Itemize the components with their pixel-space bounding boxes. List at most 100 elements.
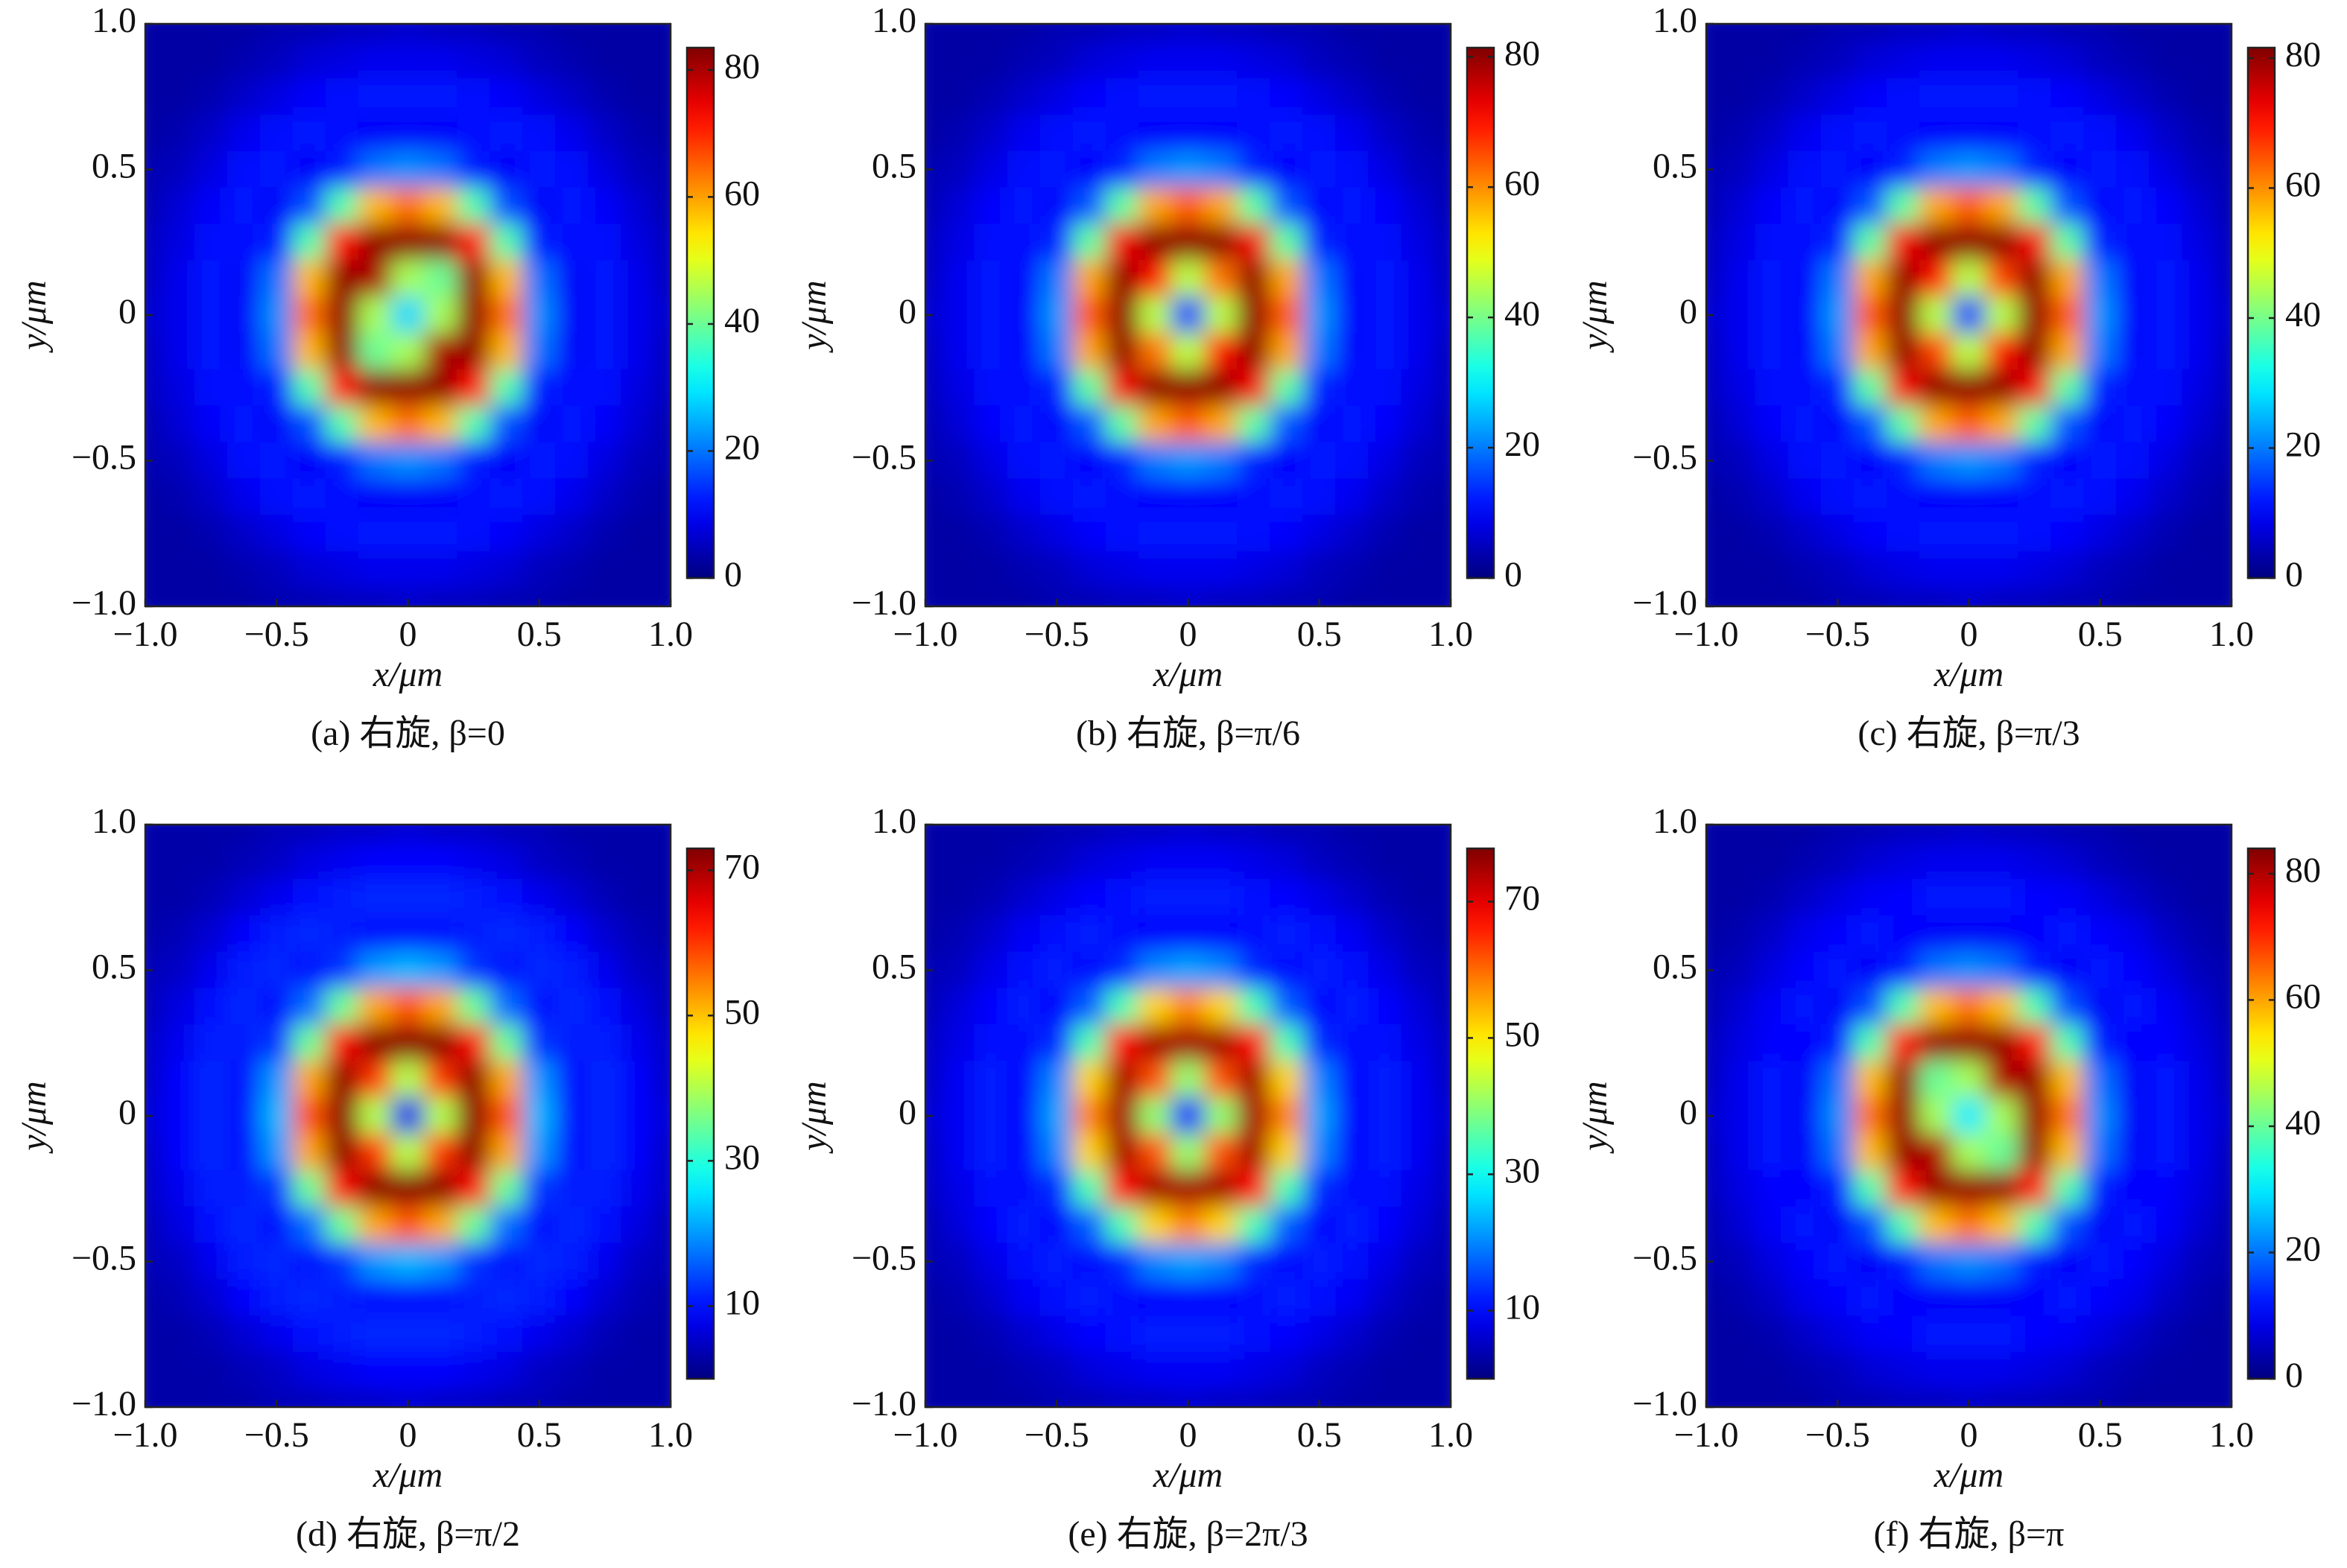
heatmap-cell	[941, 405, 975, 443]
heatmap-cell	[325, 825, 359, 843]
heatmap-cell	[1007, 405, 1041, 443]
panel-caption: (e) 右旋, β=2π/3	[1068, 1514, 1308, 1554]
heatmap-cell	[1853, 405, 1887, 443]
heatmap-cell	[1787, 77, 1822, 115]
heatmap-cell	[621, 442, 655, 480]
heatmap-cell	[2149, 1315, 2183, 1353]
heatmap-cell	[1886, 878, 1920, 916]
heatmap-cell	[1985, 405, 2019, 443]
heatmap-cell	[1755, 223, 1789, 261]
heatmap-cell	[1072, 369, 1106, 407]
heatmap-cell	[1072, 1206, 1106, 1244]
heatmap-cell	[1237, 842, 1271, 880]
heatmap-cell	[2018, 1206, 2052, 1244]
colorbar-tick-label: 60	[2285, 165, 2321, 204]
heatmap-cell	[1007, 114, 1041, 152]
heatmap-cell	[1820, 1169, 1855, 1207]
heatmap-cell	[1237, 150, 1271, 188]
heatmap-cell	[2214, 405, 2232, 443]
heatmap-cell	[161, 1279, 195, 1317]
heatmap-cell	[1401, 551, 1435, 589]
heatmap-cell	[2182, 41, 2216, 79]
heatmap-cell	[145, 951, 162, 989]
heatmap-cell	[1820, 1279, 1855, 1317]
heatmap-cell	[974, 878, 1008, 916]
heatmap-cell	[621, 1352, 655, 1390]
heatmap-cell	[1755, 515, 1789, 553]
heatmap-cell	[457, 24, 491, 42]
heatmap-cell	[390, 1242, 425, 1280]
heatmap-cell	[1985, 878, 2019, 916]
heatmap-cell	[292, 1242, 326, 1280]
heatmap-cell	[1138, 1097, 1172, 1134]
heatmap-cell	[1787, 405, 1822, 443]
heatmap-cell	[1039, 24, 1074, 42]
heatmap-cell	[2182, 442, 2216, 480]
heatmap-cell	[292, 332, 326, 370]
x-tick-label: 0.5	[517, 1415, 562, 1455]
heatmap-cell	[2182, 223, 2216, 261]
heatmap-cell	[1401, 24, 1435, 42]
heatmap-cell	[2116, 150, 2150, 188]
heatmap-cell	[1171, 442, 1206, 480]
heatmap-cell	[390, 1315, 425, 1353]
heatmap-cell	[974, 114, 1008, 152]
heatmap-cell	[161, 1024, 195, 1062]
heatmap-cell	[1722, 1169, 1756, 1207]
heatmap-cell	[145, 41, 162, 79]
heatmap-cell	[1853, 1024, 1887, 1062]
heatmap-cell	[1039, 1279, 1074, 1317]
heatmap-cell	[390, 77, 425, 115]
colorbar-tick-label: 80	[2285, 35, 2321, 74]
heatmap-cell	[1270, 478, 1304, 516]
heatmap-cell	[194, 1279, 228, 1317]
heatmap-cell	[588, 1097, 622, 1134]
heatmap-cell	[2018, 951, 2052, 989]
heatmap-cell	[1951, 442, 1986, 480]
heatmap-cell	[2149, 1024, 2183, 1062]
y-tick-label: −0.5	[1632, 438, 1697, 477]
y-tick-label: 0	[118, 1093, 136, 1132]
heatmap-cell	[1401, 515, 1435, 553]
heatmap-cell	[390, 915, 425, 953]
heatmap-cell	[1039, 515, 1074, 553]
heatmap-cell	[2050, 878, 2085, 916]
heatmap-cell	[1105, 1315, 1139, 1353]
heatmap-cell	[1706, 332, 1723, 370]
heatmap-cell	[1951, 77, 1986, 115]
heatmap-cell	[1368, 150, 1402, 188]
heatmap-cell	[1401, 1024, 1435, 1062]
heatmap-cell	[1853, 825, 1887, 843]
heatmap-cell	[194, 878, 228, 916]
heatmap-cell	[1985, 588, 2019, 606]
heatmap-cell	[1434, 951, 1451, 989]
heatmap-cell	[2182, 1279, 2216, 1317]
heatmap-cell	[194, 1206, 228, 1244]
heatmap-cell	[925, 332, 943, 370]
heatmap-cell	[1171, 77, 1206, 115]
heatmap-cell	[1171, 260, 1206, 298]
heatmap-cell	[588, 1352, 622, 1390]
heatmap-cell	[1171, 150, 1206, 188]
y-tick-label: −0.5	[72, 1239, 136, 1278]
heatmap-cell	[1237, 1352, 1271, 1390]
heatmap-cell	[490, 442, 524, 480]
heatmap-cell	[259, 1133, 294, 1171]
heatmap-cell	[424, 223, 458, 261]
heatmap-cell	[2182, 878, 2216, 916]
heatmap-cell	[555, 588, 589, 606]
heatmap-cell	[1368, 442, 1402, 480]
heatmap-cell	[1820, 187, 1855, 225]
heatmap-cell	[1368, 114, 1402, 152]
heatmap-cell	[292, 150, 326, 188]
heatmap-cell	[457, 369, 491, 407]
heatmap-cell	[1787, 1352, 1822, 1390]
heatmap-cell	[2083, 332, 2118, 370]
heatmap-cell	[522, 551, 557, 589]
heatmap-cell	[1985, 223, 2019, 261]
heatmap-cell	[1401, 332, 1435, 370]
heatmap-cell	[941, 988, 975, 1026]
heatmap-cell	[522, 369, 557, 407]
heatmap-cell	[1706, 1388, 1723, 1407]
heatmap-cell	[2018, 1097, 2052, 1134]
